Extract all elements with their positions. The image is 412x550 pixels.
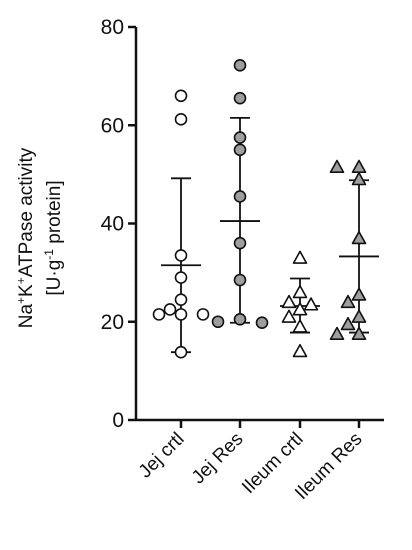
data-point <box>174 113 188 126</box>
data-point <box>255 316 269 330</box>
data-point <box>292 343 308 358</box>
data-point <box>174 271 188 284</box>
data-point <box>233 273 247 287</box>
y-axis-title-line2: [U·g-1 protein] <box>42 180 65 295</box>
y-tick-label: 40 <box>101 213 124 236</box>
x-tick-label: Jej crtl <box>135 429 189 483</box>
data-point <box>340 294 356 309</box>
data-point <box>292 319 308 333</box>
data-point <box>174 293 188 306</box>
data-point <box>233 91 247 105</box>
y-tick-label: 0 <box>112 409 124 432</box>
data-point <box>351 287 367 301</box>
data-point <box>233 312 247 326</box>
x-tick-label: Jej Res <box>188 429 248 489</box>
data-point <box>174 308 188 321</box>
data-point <box>303 297 319 311</box>
data-point <box>281 309 297 323</box>
data-point <box>233 131 247 144</box>
data-point <box>340 316 356 331</box>
data-point <box>163 303 177 316</box>
data-point <box>292 302 308 316</box>
data-point <box>329 159 345 174</box>
data-point <box>233 59 247 72</box>
y-tick-label: 20 <box>101 311 124 334</box>
data-point <box>351 159 367 174</box>
data-point <box>351 309 367 323</box>
data-point <box>351 326 367 341</box>
data-point <box>292 250 308 264</box>
data-point <box>329 326 345 341</box>
y-tick-label: 60 <box>101 114 124 137</box>
y-axis-title-line1: Na+K+ATPase activity <box>14 147 37 328</box>
y-axis-title: Na+K+ATPase activity [U·g-1 protein] <box>14 147 65 328</box>
data-point <box>174 345 188 359</box>
data-point <box>351 171 367 186</box>
data-point <box>351 230 367 245</box>
data-point <box>281 294 297 309</box>
data-point <box>174 89 188 103</box>
data-point <box>211 315 225 329</box>
marks <box>152 59 379 359</box>
data-point <box>152 308 166 321</box>
data-point <box>292 284 308 299</box>
data-point <box>233 143 247 157</box>
data-point <box>196 308 210 321</box>
y-tick-label: 80 <box>101 16 124 39</box>
data-point <box>174 249 188 262</box>
data-point <box>233 236 247 250</box>
data-point <box>233 190 247 203</box>
